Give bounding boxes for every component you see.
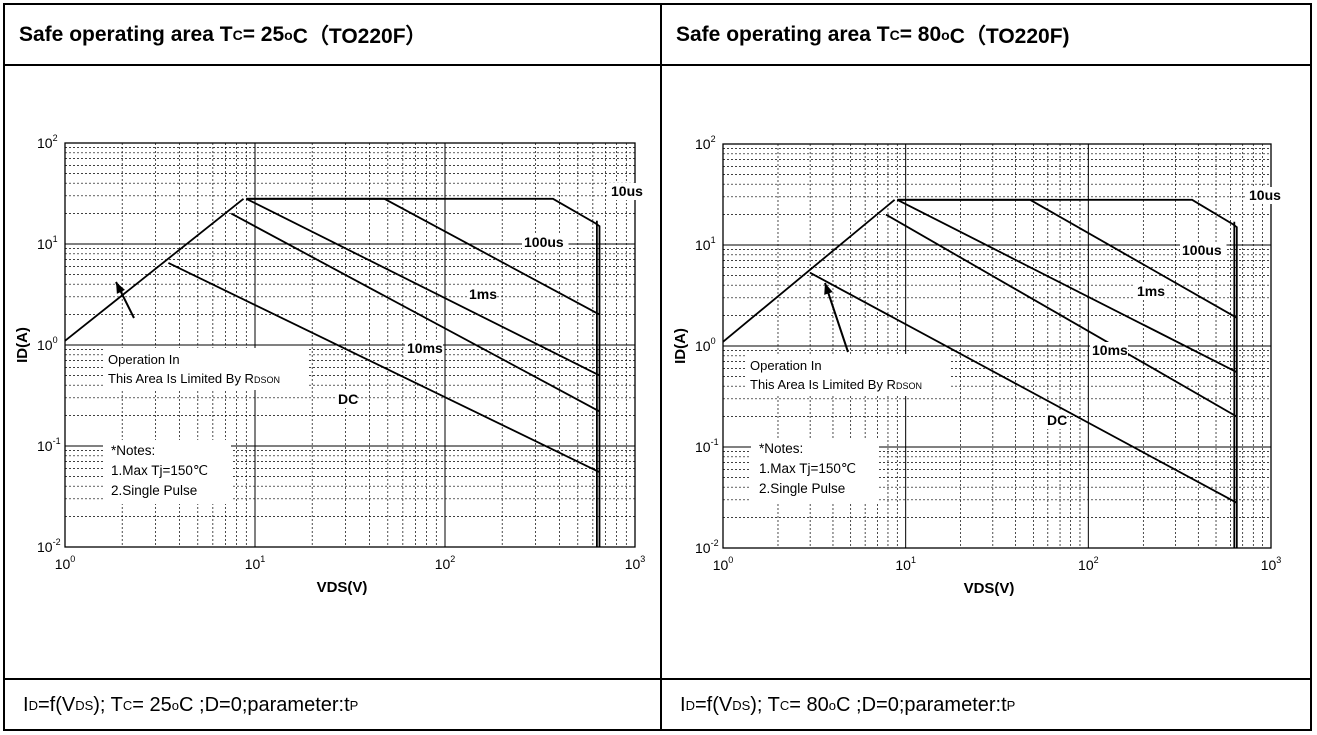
x-tick-label: 101 (895, 555, 916, 573)
soa-curve-100us (897, 198, 1238, 319)
x-tick-label: 103 (625, 554, 646, 572)
note-line: 2.Single Pulse (759, 481, 845, 496)
annotation-operation-line1: Operation In (108, 352, 180, 367)
curve-label-backdrop (1247, 187, 1285, 204)
notes-backdrop (103, 440, 231, 504)
curve-label-backdrop (609, 183, 647, 200)
note-line: 1.Max Tj=150℃ (111, 463, 208, 478)
x-tick-label: 102 (435, 554, 456, 572)
x-tick-label: 103 (1261, 555, 1282, 573)
y-tick-label: 100 (695, 336, 716, 354)
curve-label-backdrop (522, 234, 569, 251)
curve-label-backdrop (1180, 242, 1227, 259)
x-axis-title: VDS(V) (964, 580, 1015, 597)
curve-label-dc: DC (1047, 412, 1067, 428)
note-line: *Notes: (759, 441, 803, 456)
plot-frame (722, 143, 1272, 549)
y-axis-title: ID(A) (672, 328, 689, 364)
y-tick-label: 101 (37, 234, 58, 252)
notes-backdrop (751, 438, 879, 502)
y-axis-title: ID(A) (14, 327, 31, 363)
y-tick-label: 10-1 (37, 436, 61, 454)
column-divider (660, 5, 662, 729)
datasheet-table: Safe operating area T C = 25 o C（TO220F） Saf… (3, 3, 1312, 731)
plot-frame (64, 142, 636, 548)
annotation-operation-line2: This Area Is Limited By RDSON (750, 377, 922, 392)
soa-chart-right: 100 101 102 103 10-2 10-1 100 101 102 VDS(V) ID(A)… (672, 134, 1285, 597)
annotation-operation-line1: Operation In (750, 358, 822, 373)
soa-curve-rdson-limit (64, 198, 245, 342)
x-axis-title: VDS(V) (317, 579, 368, 596)
soa-curve-1ms (896, 198, 1238, 374)
curve-label-backdrop (467, 286, 497, 303)
soa-curve-1ms (245, 197, 600, 377)
y-tick-label: 101 (695, 235, 716, 253)
curve-label-1ms: 1ms (469, 286, 497, 302)
curve-label-10us: 10us (1249, 187, 1281, 203)
curve-label-backdrop (1045, 412, 1066, 429)
curve-label-backdrop (336, 391, 357, 408)
curve-label-100us: 100us (1182, 242, 1222, 258)
soa-curve-10us (897, 198, 1238, 548)
y-tick-label: 10-1 (695, 437, 719, 455)
y-tick-label: 10-2 (695, 538, 719, 556)
curve-label-100us: 100us (524, 234, 564, 250)
panel-left-chart: 100 101 102 103 10-2 10-1 100 101 102 VDS(V) ID(A)… (5, 66, 658, 678)
soa-curve-10us (246, 197, 601, 547)
y-tick-label: 102 (37, 133, 58, 151)
annotation-operation-line2: This Area Is Limited By RDSON (108, 371, 280, 386)
y-tick-label: 100 (37, 335, 58, 353)
curve-label-10ms: 10ms (407, 340, 443, 356)
curve-label-10us: 10us (611, 183, 643, 199)
curve-label-10ms: 10ms (1092, 342, 1128, 358)
y-tick-label: 10-2 (37, 537, 61, 555)
curve-label-dc: DC (338, 391, 358, 407)
note-line: *Notes: (111, 443, 155, 458)
soa-curve-dc (809, 272, 1238, 504)
panel-left-title: Safe operating area T C = 25 o C（TO220F） (19, 22, 427, 48)
curve-label-backdrop (405, 340, 443, 357)
annotation-arrow-head (116, 282, 125, 294)
soa-curve-dc (168, 262, 600, 474)
soa-curve-100us (246, 197, 600, 316)
soa-curve-rdson-limit (722, 199, 896, 343)
annotation-arrow (824, 282, 849, 353)
soa-chart-left: 100 101 102 103 10-2 10-1 100 101 102 VDS(V) ID(A)… (14, 133, 647, 596)
x-tick-label: 101 (245, 554, 266, 572)
curve-label-backdrop (1135, 283, 1165, 300)
soa-curve-10ms (230, 212, 600, 413)
note-line: 1.Max Tj=150℃ (759, 461, 856, 476)
y-tick-label: 102 (695, 134, 716, 152)
curve-label-1ms: 1ms (1137, 283, 1165, 299)
x-tick-label: 100 (713, 555, 734, 573)
annotation-backdrop (103, 348, 307, 390)
annotation-backdrop (745, 354, 949, 396)
x-tick-label: 100 (55, 554, 76, 572)
header-divider (5, 64, 1310, 66)
note-line: 2.Single Pulse (111, 483, 197, 498)
x-tick-label: 102 (1078, 555, 1099, 573)
footer-divider (5, 678, 1310, 680)
soa-curve-10ms (885, 213, 1238, 418)
panel-right-chart: 100 101 102 103 10-2 10-1 100 101 102 VDS(V) ID(A)… (662, 66, 1312, 678)
annotation-arrow-head (824, 283, 833, 295)
panel-right-title: Safe operating area T C = 80 o C（TO220F) (676, 22, 1070, 48)
curve-label-backdrop (1090, 342, 1128, 359)
